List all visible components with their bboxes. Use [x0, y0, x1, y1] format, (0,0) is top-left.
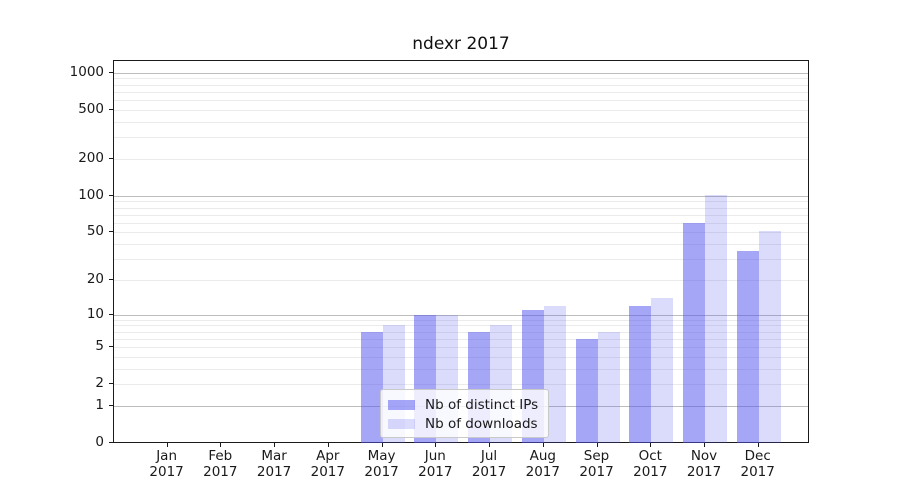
x-tick-mark [166, 443, 168, 447]
y-tick-mark [109, 194, 113, 196]
gridline-minor-9 [114, 319, 808, 321]
legend-label-distinct-ips: Nb of distinct IPs [425, 396, 539, 413]
y-tick-mark [109, 71, 113, 73]
y-tick-mark [109, 108, 113, 110]
gridline-minor-900 [114, 78, 808, 80]
legend-item-downloads: Nb of downloads [388, 414, 548, 433]
y-tick-label-20: 20 [86, 270, 104, 287]
y-tick-label-100: 100 [78, 186, 104, 203]
y-tick-mark [109, 346, 113, 347]
y-tick-label-200: 200 [78, 149, 104, 166]
y-tick-label-50: 50 [86, 223, 104, 240]
gridline-minor-6 [114, 338, 808, 340]
x-tick-mark [274, 443, 276, 447]
x-tick-label-jan: Jan 2017 [149, 448, 184, 480]
bar-distinct-ips-oct [629, 305, 652, 443]
y-tick-label-1: 1 [95, 396, 104, 413]
bar-downloads-oct [651, 297, 674, 443]
y-tick-mark [109, 442, 113, 443]
bar-downloads-aug [543, 305, 566, 443]
bar-distinct-ips-dec [736, 250, 759, 443]
x-tick-mark [757, 443, 759, 447]
y-tick-label-5: 5 [95, 338, 104, 354]
gridline-minor-200 [114, 158, 808, 160]
y-tick-label-500: 500 [78, 100, 104, 117]
legend-item-distinct-ips: Nb of distinct IPs [388, 395, 548, 414]
y-tick-mark [109, 231, 113, 233]
bar-distinct-ips-may [360, 331, 383, 443]
gridline-minor-90 [114, 201, 808, 203]
bar-downloads-nov [705, 194, 727, 443]
gridline-minor-7 [114, 331, 808, 333]
x-tick-mark [220, 443, 222, 447]
x-tick-label-aug: Aug 2017 [525, 448, 560, 480]
gridline-minor-20 [114, 279, 808, 281]
y-tick-label-1000: 1000 [69, 63, 104, 80]
x-tick-mark [704, 443, 705, 447]
x-tick-label-apr: Apr 2017 [310, 448, 345, 480]
gridline-minor-500 [114, 109, 808, 111]
gridline-minor-4 [114, 356, 808, 358]
x-tick-mark [542, 443, 544, 447]
x-tick-label-feb: Feb 2017 [203, 448, 238, 480]
bar-distinct-ips-nov [683, 222, 705, 443]
y-tick-mark [109, 383, 113, 385]
gridline-minor-3 [114, 368, 808, 370]
y-tick-label-10: 10 [86, 305, 104, 322]
chart-title: ndexr 2017 [412, 34, 510, 54]
gridline-minor-50 [114, 232, 808, 234]
x-tick-label-may: May 2017 [364, 448, 399, 480]
x-tick-label-dec: Dec 2017 [740, 448, 775, 480]
gridline-minor-2 [114, 384, 808, 386]
gridline-minor-80 [114, 207, 808, 209]
gridline-minor-8 [114, 325, 808, 327]
x-tick-mark [327, 443, 329, 447]
plot-area: Nb of distinct IPs Nb of downloads [113, 60, 809, 443]
y-tick-label-2: 2 [95, 375, 104, 392]
legend-swatch-downloads [388, 418, 415, 429]
gridline-minor-400 [114, 121, 808, 123]
gridline-minor-700 [114, 91, 808, 93]
y-tick-mark [109, 278, 113, 280]
y-tick-mark [109, 157, 113, 159]
bar-downloads-sep [597, 331, 620, 443]
gridline-major-100 [114, 195, 808, 197]
gridline-major-1000 [114, 72, 808, 74]
gridline-minor-800 [114, 84, 808, 86]
x-tick-mark [381, 443, 383, 447]
legend-swatch-distinct-ips [388, 399, 415, 410]
gridline-minor-40 [114, 244, 808, 245]
x-tick-label-jul: Jul 2017 [471, 448, 507, 480]
gridlines-layer [114, 61, 808, 442]
legend-label-downloads: Nb of downloads [425, 415, 538, 432]
gridline-major-10 [114, 314, 808, 316]
x-tick-mark [435, 443, 437, 447]
gridline-minor-60 [114, 222, 808, 224]
bars-layer [114, 61, 808, 443]
x-tick-label-sep: Sep 2017 [579, 448, 614, 480]
x-tick-mark [596, 443, 598, 447]
bar-downloads-dec [758, 231, 781, 443]
y-tick-label-0: 0 [95, 434, 104, 450]
legend: Nb of distinct IPs Nb of downloads [380, 389, 549, 438]
x-tick-label-oct: Oct 2017 [633, 448, 668, 480]
gridline-minor-5 [114, 347, 808, 348]
x-tick-mark [489, 443, 490, 447]
x-tick-mark [650, 443, 652, 447]
x-tick-label-jun: Jun 2017 [418, 448, 453, 480]
x-tick-label-nov: Nov 2017 [686, 448, 722, 480]
gridline-minor-300 [114, 137, 808, 139]
bar-distinct-ips-sep [575, 338, 598, 443]
y-tick-mark [109, 313, 113, 315]
y-tick-mark [109, 404, 113, 406]
gridline-minor-30 [114, 258, 808, 260]
gridline-minor-70 [114, 214, 808, 216]
x-tick-label-mar: Mar 2017 [256, 448, 292, 480]
gridline-minor-600 [114, 100, 808, 101]
